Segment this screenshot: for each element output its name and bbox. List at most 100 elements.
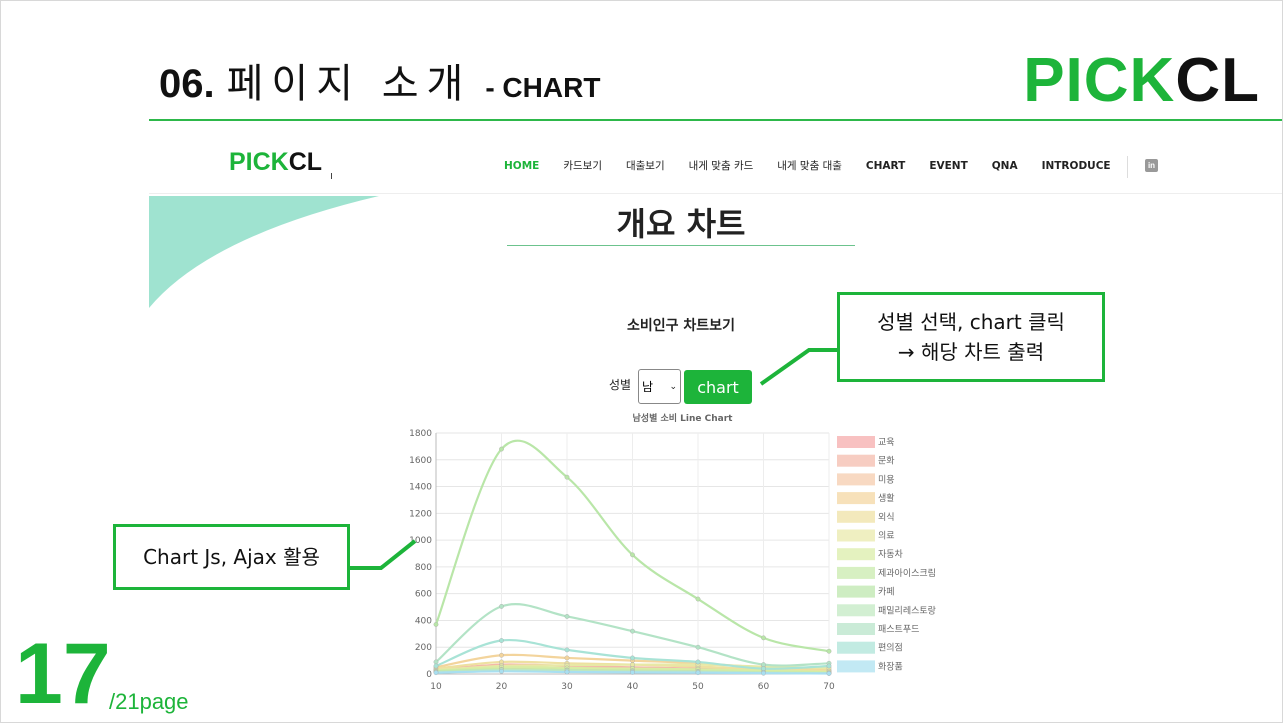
data-point <box>761 662 765 666</box>
gender-select[interactable]: 남 ⌄ <box>638 369 681 404</box>
nav-custom-loan[interactable]: 내게 맞춤 대출 <box>777 158 842 173</box>
brand-logo-black: CL <box>1175 46 1260 115</box>
nav-cards[interactable]: 카드보기 <box>563 158 602 173</box>
data-point <box>499 669 503 673</box>
legend-swatch <box>837 586 875 598</box>
site-nav: HOME 카드보기 대출보기 내게 맞춤 카드 내게 맞춤 대출 CHART E… <box>504 158 1135 173</box>
data-point <box>630 670 634 674</box>
data-point <box>630 553 634 557</box>
x-tick-label: 60 <box>758 682 770 692</box>
gender-select-value: 남 <box>642 378 653 395</box>
brand-logo: PICKCL <box>1023 45 1260 116</box>
y-tick-label: 1200 <box>409 509 432 519</box>
y-tick-label: 600 <box>415 590 432 600</box>
legend-swatch <box>837 567 875 579</box>
x-tick-label: 40 <box>627 682 639 692</box>
legend-label: 의료 <box>878 531 895 542</box>
y-tick-label: 800 <box>415 563 432 573</box>
data-point <box>565 656 569 660</box>
y-tick-label: 0 <box>426 670 432 680</box>
x-tick-label: 70 <box>823 682 835 692</box>
data-point <box>434 622 438 626</box>
linkedin-icon[interactable]: in <box>1145 159 1158 172</box>
chart-title: 남성별 소비 Line Chart <box>633 412 734 424</box>
legend-swatch <box>837 436 875 448</box>
slide-title: 06. 페이지 소개 - CHART <box>159 51 600 109</box>
legend-label: 편의점 <box>878 642 903 654</box>
data-point <box>434 664 438 668</box>
chevron-down-icon: ⌄ <box>669 382 677 392</box>
data-point <box>499 447 503 451</box>
data-point <box>696 645 700 649</box>
callout-gender-chart: 성별 선택, chart 클릭 → 해당 차트 출력 <box>837 292 1105 382</box>
nav-home[interactable]: HOME <box>504 160 539 172</box>
data-point <box>565 475 569 479</box>
data-point <box>565 614 569 618</box>
legend-swatch <box>837 530 875 542</box>
legend-label: 카페 <box>878 587 895 598</box>
slide-number-prefix: 06. <box>159 62 215 107</box>
legend-label: 제과아이스크림 <box>878 567 936 579</box>
legend-label: 교육 <box>878 437 895 448</box>
page-heading: 개요 차트 <box>506 199 856 245</box>
line-chart: 남성별 소비 Line Chart 0 200 400 600 800 1000 1200 14… <box>396 406 956 696</box>
y-tick-label: 1600 <box>409 456 432 466</box>
data-point <box>630 662 634 666</box>
data-point <box>630 656 634 660</box>
heading-underline <box>507 245 855 246</box>
nav-divider <box>1127 156 1128 178</box>
x-tick-label: 50 <box>692 682 704 692</box>
legend-swatch <box>837 511 875 523</box>
y-tick-label: 1000 <box>409 536 432 546</box>
data-point <box>696 597 700 601</box>
nav-introduce[interactable]: INTRODUCE <box>1042 160 1111 172</box>
data-point <box>827 664 831 668</box>
slide-subtitle: - CHART <box>485 72 600 104</box>
x-tick-label: 20 <box>496 682 508 692</box>
data-point <box>565 648 569 652</box>
data-point <box>499 660 503 664</box>
nav-custom-card[interactable]: 내게 맞춤 카드 <box>689 158 754 173</box>
legend-label: 문화 <box>878 456 895 467</box>
legend-label: 미용 <box>878 474 895 485</box>
callout-line-2: → 해당 차트 출력 <box>840 337 1102 367</box>
title-divider <box>149 119 1283 121</box>
chart-button[interactable]: chart <box>684 370 752 404</box>
y-tick-label: 200 <box>415 643 432 653</box>
legend-swatch <box>837 492 875 504</box>
slide-title-text: 페이지 소개 <box>227 51 472 109</box>
data-point <box>434 670 438 674</box>
data-point <box>761 636 765 640</box>
nav-loans[interactable]: 대출보기 <box>626 158 665 173</box>
legend-swatch <box>837 642 875 654</box>
x-tick-label: 10 <box>430 682 442 692</box>
data-point <box>499 653 503 657</box>
legend-label: 패밀리레스토랑 <box>878 604 936 616</box>
nav-qna[interactable]: QNA <box>992 160 1018 172</box>
page-number: 17 <box>15 629 111 719</box>
x-tick-label: 30 <box>561 682 573 692</box>
header-divider <box>149 193 1283 194</box>
logo-divider <box>331 173 332 179</box>
site-logo-black: CL <box>289 148 322 176</box>
nav-chart[interactable]: CHART <box>866 160 905 172</box>
site-logo[interactable]: PICKCL <box>229 148 322 177</box>
y-tick-label: 400 <box>415 616 432 626</box>
y-tick-label: 1400 <box>409 483 432 493</box>
brand-logo-green: PICK <box>1023 46 1175 115</box>
data-point <box>761 666 765 670</box>
legend-label: 패스트푸드 <box>878 624 919 635</box>
legend-swatch <box>837 623 875 635</box>
data-point <box>827 671 831 675</box>
data-point <box>696 660 700 664</box>
data-point <box>827 649 831 653</box>
legend-swatch <box>837 660 875 672</box>
data-point <box>499 604 503 608</box>
legend-swatch <box>837 548 875 560</box>
nav-event[interactable]: EVENT <box>929 160 967 172</box>
legend-swatch <box>837 473 875 485</box>
legend-swatch <box>837 455 875 467</box>
gender-label: 성별 <box>609 376 631 393</box>
data-point <box>630 629 634 633</box>
data-point <box>696 670 700 674</box>
